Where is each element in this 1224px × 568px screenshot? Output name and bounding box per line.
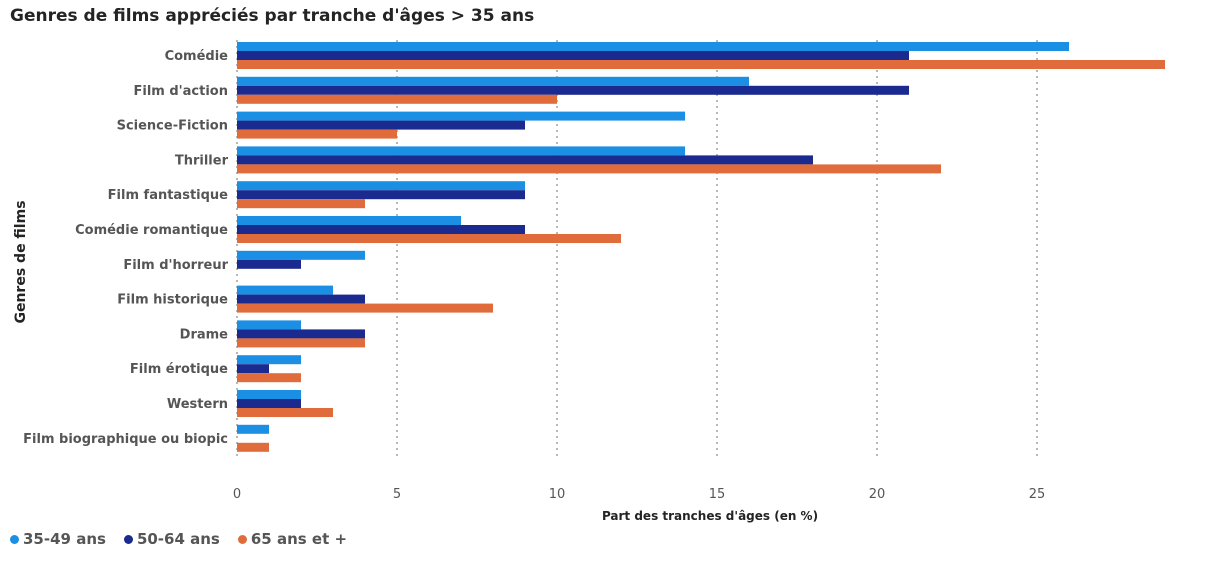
x-tick-label: 15 [709,487,726,502]
category-label: Film biographique ou biopic [23,432,228,447]
bar-65-ans-et- [237,303,493,313]
bar-35-49-ans [237,390,301,399]
legend-marker [237,534,247,544]
x-tick-label: 5 [393,487,401,502]
category-label: Science-Fiction [117,119,228,134]
legend-item: 65 ans et + [237,530,348,548]
x-tick-label: 20 [869,487,886,502]
bar-65-ans-et- [237,164,941,174]
x-tick-label: 25 [1029,487,1046,502]
bar-35-49-ans [237,42,1069,51]
category-label: Comédie [165,49,229,64]
category-label: Film d'horreur [123,258,228,273]
x-tick-label: 10 [549,487,566,502]
bar-35-49-ans [237,320,301,330]
bar-35-49-ans [237,216,461,225]
bar-65-ans-et- [237,60,1165,69]
bars [237,42,1165,452]
legend-label: 65 ans et + [250,530,348,548]
legend-item: 50-64 ans [123,530,220,548]
legend-marker [10,534,19,544]
bar-50-64-ans [237,225,525,234]
bar-65-ans-et- [237,373,301,383]
category-labels: Comédie Film d'action Science-Fiction Thril… [23,49,228,447]
bar-65-ans-et- [237,408,333,417]
bar-50-64-ans [237,190,525,200]
bar-50-64-ans [237,399,301,408]
bar-65-ans-et- [237,199,365,209]
legend-item: 35-49 ans [10,530,106,548]
category-label: Comédie romantique [75,223,228,238]
legend: 35-49 ans 50-64 ans 65 ans et + [10,530,347,548]
bar-35-49-ans [237,250,365,260]
bar-50-64-ans [237,364,269,374]
bar-50-64-ans [237,120,525,130]
bar-35-49-ans [237,111,685,121]
category-label: Film érotique [130,362,228,377]
bar-35-49-ans [237,76,749,86]
bar-65-ans-et- [237,234,621,243]
bar-50-64-ans [237,329,365,339]
bar-65-ans-et- [237,338,365,348]
bar-chart: Comédie Film d'action Science-Fiction Thril… [13,40,1165,523]
bar-65-ans-et- [237,129,397,139]
category-label: Drame [180,327,229,342]
chart-title: Genres de films appréciés par tranche d'… [10,6,535,26]
bar-50-64-ans [237,259,301,269]
legend-label: 35-49 ans [23,530,106,548]
category-label: Western [167,397,228,412]
bar-35-49-ans [237,285,333,295]
bar-50-64-ans [237,85,909,95]
bar-50-64-ans [237,155,813,165]
legend-label: 50-64 ans [136,530,220,548]
bar-65-ans-et- [237,442,269,452]
x-tick-label: 0 [233,487,241,502]
category-label: Film fantastique [108,188,229,203]
bar-35-49-ans [237,181,525,191]
legend-marker [123,534,133,544]
y-axis-label: Genres de films [13,200,29,323]
bar-50-64-ans [237,51,909,60]
x-axis-label: Part des tranches d'âges (en %) [602,509,818,523]
category-label: Thriller [175,153,229,168]
bar-65-ans-et- [237,94,557,104]
bar-50-64-ans [237,294,365,304]
x-tick-labels: 0 5 10 15 20 25 [233,487,1045,502]
bar-35-49-ans [237,355,301,365]
category-label: Film d'action [134,84,229,99]
category-label: Film historique [117,293,228,308]
bar-35-49-ans [237,146,685,156]
bar-35-49-ans [237,424,269,434]
